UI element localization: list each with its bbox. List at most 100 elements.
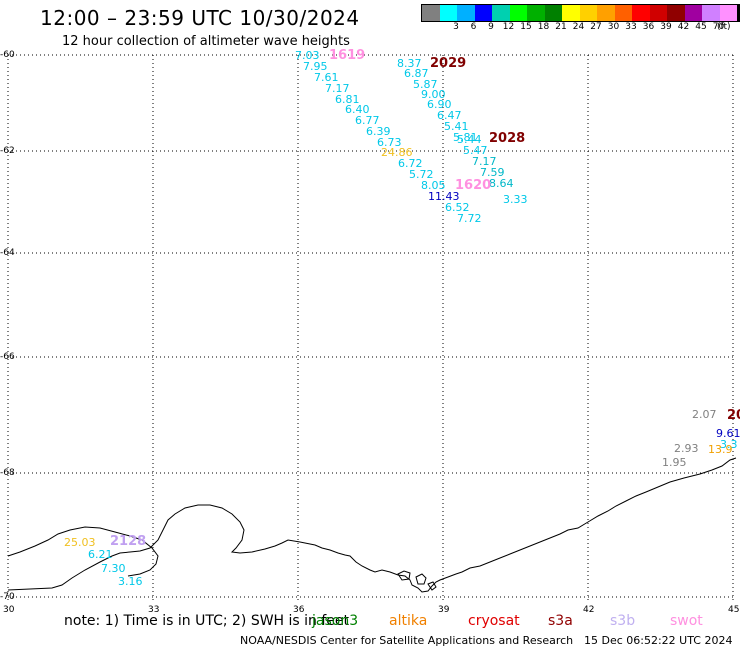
wave-height-label: 6.47	[437, 109, 462, 122]
color-legend-label: 9	[488, 22, 494, 32]
color-legend-label: 3	[453, 22, 459, 32]
wave-height-label: 5.72	[409, 168, 434, 181]
color-swatch	[702, 5, 720, 21]
wave-height-label: 13.9	[708, 443, 733, 456]
color-legend-label: 70	[712, 22, 725, 32]
satellite-legend-item: s3a	[548, 613, 573, 629]
color-legend-label: 18	[537, 22, 550, 32]
wave-height-label: 6.72	[398, 157, 423, 170]
wave-height-label: 25.03	[64, 536, 96, 549]
footnote: note: 1) Time is in UTC; 2) SWH is in fe…	[64, 613, 350, 629]
wave-height-label: 5.44	[457, 133, 482, 146]
map-title: 12:00 – 23:59 UTC 10/30/2024	[40, 6, 360, 30]
pass-time-label: 2029	[430, 56, 467, 71]
wave-height-label: 7.95	[303, 60, 328, 73]
color-legend-label: 12	[502, 22, 515, 32]
credit-line: NOAA/NESDIS Center for Satellite Applica…	[240, 634, 574, 647]
pass-time-label: 2028	[489, 131, 526, 146]
color-swatch	[544, 5, 562, 21]
color-swatch	[509, 5, 527, 21]
wave-height-label: 7.03	[295, 49, 320, 62]
longitude-label: 30	[3, 605, 15, 615]
wave-height-label: 7.30	[101, 562, 126, 575]
color-legend-label: 39	[660, 22, 672, 32]
wave-height-label: 3.16	[118, 575, 143, 588]
wave-height-label: 11.43	[428, 190, 460, 203]
longitude-label: 45	[728, 605, 740, 615]
coastline-inner	[7, 526, 159, 577]
latitude-label: -70	[0, 592, 15, 602]
color-swatch	[492, 5, 510, 21]
color-legend-label: 24	[572, 22, 585, 32]
color-legend-label: 36	[642, 22, 655, 32]
coastline	[7, 457, 737, 593]
wave-height-label: 5.47	[463, 144, 488, 157]
wave-height-label: 3.33	[503, 193, 528, 206]
satellite-legend-item: altika	[389, 613, 428, 629]
color-swatch	[614, 5, 632, 21]
wave-height-label: 9.00	[421, 88, 446, 101]
ice-island-2	[415, 573, 427, 585]
wave-height-label: 6.21	[88, 548, 113, 561]
longitude-label: 39	[438, 605, 450, 615]
wave-height-label: 6.40	[345, 103, 370, 116]
color-legend-label: 42	[677, 22, 690, 32]
color-swatch	[439, 5, 457, 21]
wave-height-label: 7.17	[472, 155, 497, 168]
satellite-legend-item: cryosat	[468, 613, 520, 629]
satellite-legend-item: swot	[670, 613, 703, 629]
color-swatch	[474, 5, 492, 21]
color-swatch	[684, 5, 702, 21]
wave-height-label: 8.37	[397, 57, 422, 70]
wave-height-label: 2.93	[674, 442, 699, 455]
color-swatch	[597, 5, 615, 21]
longitude-label: 33	[148, 605, 160, 615]
color-swatch	[422, 5, 440, 21]
color-legend-unit: (ft)	[717, 22, 731, 32]
wave-height-label: 6.87	[404, 67, 429, 80]
wave-height-label: 6.81	[335, 93, 360, 106]
color-swatch	[457, 5, 475, 21]
color-legend-label: 45	[695, 22, 707, 32]
latitude-label: -60	[0, 50, 15, 60]
wave-height-label: 7.59	[480, 166, 505, 179]
wave-height-label: 8.64	[489, 177, 514, 190]
color-swatch	[527, 5, 545, 21]
latitude-label: -62	[0, 146, 15, 156]
pass-time-label: 2128	[110, 534, 147, 549]
wave-height-label: 1.95	[662, 456, 687, 469]
wave-height-label: 2.07	[692, 408, 717, 421]
wave-height-label: 7.17	[325, 82, 350, 95]
graticule	[7, 54, 736, 600]
pass-time-label: 1620	[455, 178, 492, 193]
wave-height-label: 6.77	[355, 114, 380, 127]
map-subtitle: 12 hour collection of altimeter wave hei…	[62, 34, 350, 49]
longitude-label: 42	[583, 605, 595, 615]
longitude-label: 36	[293, 605, 305, 615]
color-swatch	[562, 5, 580, 21]
wave-height-label: 6.73	[377, 136, 402, 149]
color-legend	[421, 4, 740, 22]
pass-time-label: 20	[727, 408, 740, 423]
latitude-label: -66	[0, 352, 15, 362]
wave-height-label: 7.61	[314, 71, 339, 84]
color-swatch	[667, 5, 685, 21]
wave-height-label: 6.39	[366, 125, 391, 138]
color-legend-label: 15	[520, 22, 532, 32]
color-swatch	[579, 5, 597, 21]
satellite-legend-item: jason3	[312, 613, 359, 629]
generated-timestamp: 15 Dec 06:52:22 UTC 2024	[584, 634, 733, 647]
wave-height-label: 6.52	[445, 201, 470, 214]
latitude-label: -64	[0, 248, 15, 258]
wave-height-label: 5.81	[453, 131, 478, 144]
color-swatch	[737, 5, 740, 21]
wave-height-label: 5.41	[444, 120, 469, 133]
wave-height-label: 9.61	[716, 427, 740, 440]
color-legend-label: 27	[590, 22, 602, 32]
wave-height-label: 8.05	[421, 179, 446, 192]
color-legend-label: 30	[607, 22, 620, 32]
ice-island-1	[397, 570, 411, 581]
ice-island-3	[427, 581, 437, 591]
color-legend-label: 6	[470, 22, 477, 32]
